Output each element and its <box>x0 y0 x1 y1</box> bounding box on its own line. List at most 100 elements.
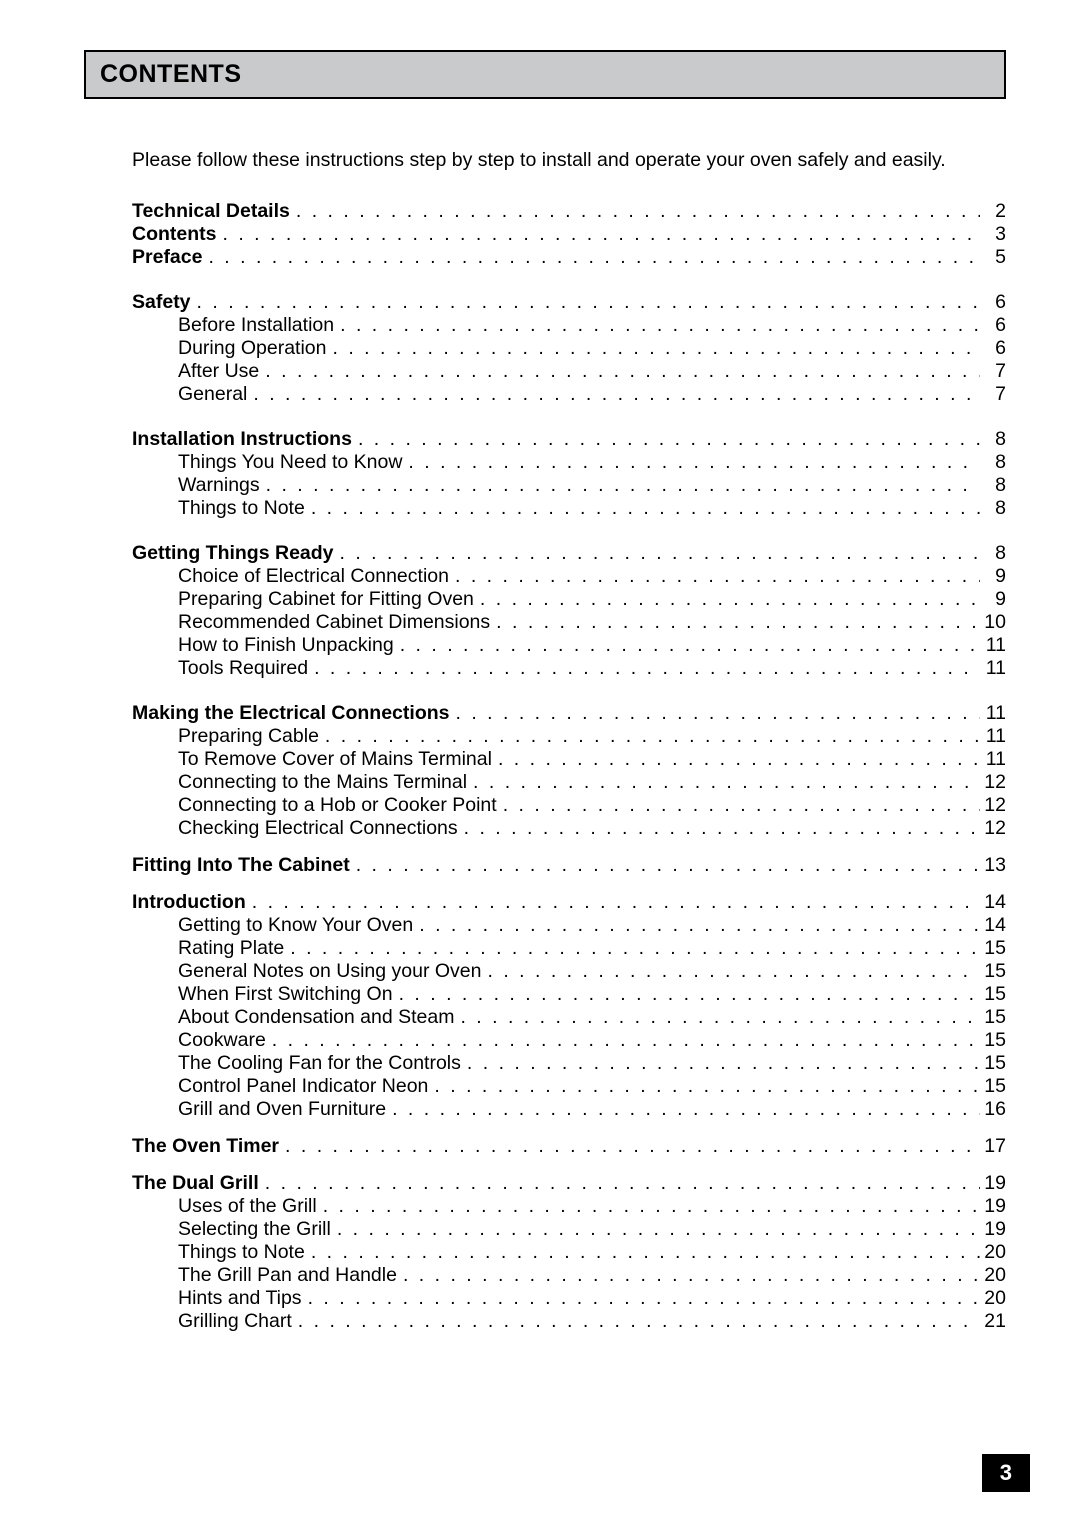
toc-dots <box>264 474 980 497</box>
toc-label: Rating Plate <box>178 937 288 960</box>
toc-row: Connecting to a Hob or Cooker Point12 <box>132 794 1006 817</box>
toc-row: Getting Things Ready8 <box>132 542 1006 565</box>
toc-row: To Remove Cover of Mains Terminal11 <box>132 748 1006 771</box>
toc-row: The Cooling Fan for the Controls 15 <box>132 1052 1006 1075</box>
toc-page: 8 <box>980 451 1006 474</box>
toc-dots <box>321 1195 980 1218</box>
toc-row: Preparing Cable11 <box>132 725 1006 748</box>
toc-dots <box>309 497 980 520</box>
toc-dots <box>462 817 980 840</box>
toc-dots <box>251 383 980 406</box>
toc-dots <box>398 634 980 657</box>
toc-dots <box>356 428 980 451</box>
toc-row: Before Installation6 <box>132 314 1006 337</box>
toc-page: 8 <box>980 497 1006 520</box>
toc-page: 16 <box>980 1098 1006 1121</box>
toc-dots <box>263 1172 980 1195</box>
toc-page: 15 <box>980 960 1006 983</box>
toc-dots <box>486 960 981 983</box>
toc-dots <box>397 983 980 1006</box>
toc-row: Hints and Tips20 <box>132 1287 1006 1310</box>
toc-row: How to Finish Unpacking11 <box>132 634 1006 657</box>
toc-page: 11 <box>980 748 1006 771</box>
toc-page: 14 <box>980 891 1006 914</box>
toc-dots <box>465 1052 980 1075</box>
toc-page: 19 <box>980 1172 1006 1195</box>
toc-page: 19 <box>980 1218 1006 1241</box>
toc-label: Checking Electrical Connections <box>178 817 462 840</box>
toc-group: The Dual Grill19Uses of the Grill19Selec… <box>132 1172 1006 1333</box>
toc-row: Uses of the Grill19 <box>132 1195 1006 1218</box>
toc-label: Installation Instructions <box>132 428 356 451</box>
toc-group: Introduction 14Getting to Know Your Oven1… <box>132 891 1006 1121</box>
toc-page: 15 <box>980 1006 1006 1029</box>
toc-dots <box>390 1098 980 1121</box>
toc-page: 20 <box>980 1287 1006 1310</box>
toc-group: Technical Details2Contents3Preface5 <box>132 200 1006 269</box>
toc-row: Introduction 14 <box>132 891 1006 914</box>
toc-label: How to Finish Unpacking <box>178 634 398 657</box>
page-title: CONTENTS <box>100 60 990 89</box>
toc-page: 10 <box>980 611 1006 634</box>
toc-dots <box>206 246 980 269</box>
toc-row: Grilling Chart21 <box>132 1310 1006 1333</box>
toc-page: 11 <box>980 725 1006 748</box>
toc-label: Uses of the Grill <box>178 1195 321 1218</box>
toc-row: Connecting to the Mains Terminal12 <box>132 771 1006 794</box>
header-bar: CONTENTS <box>84 50 1006 99</box>
page: CONTENTS Please follow these instruction… <box>0 0 1080 1528</box>
toc-row: Tools Required11 <box>132 657 1006 680</box>
table-of-contents: Technical Details2Contents3Preface5 Safet… <box>132 200 1006 1333</box>
toc-label: Introduction <box>132 891 250 914</box>
toc-row: Things to Note20 <box>132 1241 1006 1264</box>
toc-dots <box>496 748 980 771</box>
toc-dots <box>309 1241 980 1264</box>
toc-label: When First Switching On <box>178 983 397 1006</box>
toc-dots <box>478 588 980 611</box>
toc-page: 15 <box>980 937 1006 960</box>
toc-row: Fitting Into The Cabinet13 <box>132 854 1006 877</box>
toc-dots <box>306 1287 980 1310</box>
toc-label: After Use <box>178 360 263 383</box>
toc-group: Making the Electrical Connections11Prepa… <box>132 702 1006 840</box>
toc-page: 20 <box>980 1241 1006 1264</box>
toc-label: Recommended Cabinet Dimensions <box>178 611 494 634</box>
toc-dots <box>471 771 980 794</box>
toc-label: Technical Details <box>132 200 294 223</box>
toc-page: 8 <box>980 428 1006 451</box>
toc-row: Grill and Oven Furniture16 <box>132 1098 1006 1121</box>
toc-row: Getting to Know Your Oven14 <box>132 914 1006 937</box>
toc-dots <box>453 565 980 588</box>
toc-page: 14 <box>980 914 1006 937</box>
toc-row: When First Switching On15 <box>132 983 1006 1006</box>
toc-row: Safety6 <box>132 291 1006 314</box>
toc-row: Preparing Cabinet for Fitting Oven9 <box>132 588 1006 611</box>
toc-page: 11 <box>980 657 1006 680</box>
toc-page: 6 <box>980 291 1006 314</box>
toc-page: 9 <box>980 588 1006 611</box>
toc-label: During Operation <box>178 337 331 360</box>
toc-row: The Dual Grill19 <box>132 1172 1006 1195</box>
toc-label: Things to Note <box>178 497 309 520</box>
toc-dots <box>296 1310 980 1333</box>
toc-label: Selecting the Grill <box>178 1218 335 1241</box>
toc-page: 6 <box>980 337 1006 360</box>
toc-label: About Condensation and Steam <box>178 1006 458 1029</box>
toc-page: 15 <box>980 1052 1006 1075</box>
toc-label: Getting Things Ready <box>132 542 338 565</box>
toc-dots <box>401 1264 980 1287</box>
toc-page: 5 <box>980 246 1006 269</box>
toc-dots <box>221 223 981 246</box>
toc-dots <box>312 657 980 680</box>
toc-page: 9 <box>980 565 1006 588</box>
toc-label: General Notes on Using your Oven <box>178 960 486 983</box>
toc-row: Choice of Electrical Connection9 <box>132 565 1006 588</box>
toc-label: The Cooling Fan for the Controls <box>178 1052 465 1075</box>
toc-label: Things You Need to Know <box>178 451 406 474</box>
toc-page: 15 <box>980 1075 1006 1098</box>
toc-label: Control Panel Indicator Neon <box>178 1075 432 1098</box>
toc-row: After Use7 <box>132 360 1006 383</box>
toc-page: 3 <box>980 223 1006 246</box>
toc-row: Making the Electrical Connections11 <box>132 702 1006 725</box>
toc-dots <box>494 611 980 634</box>
